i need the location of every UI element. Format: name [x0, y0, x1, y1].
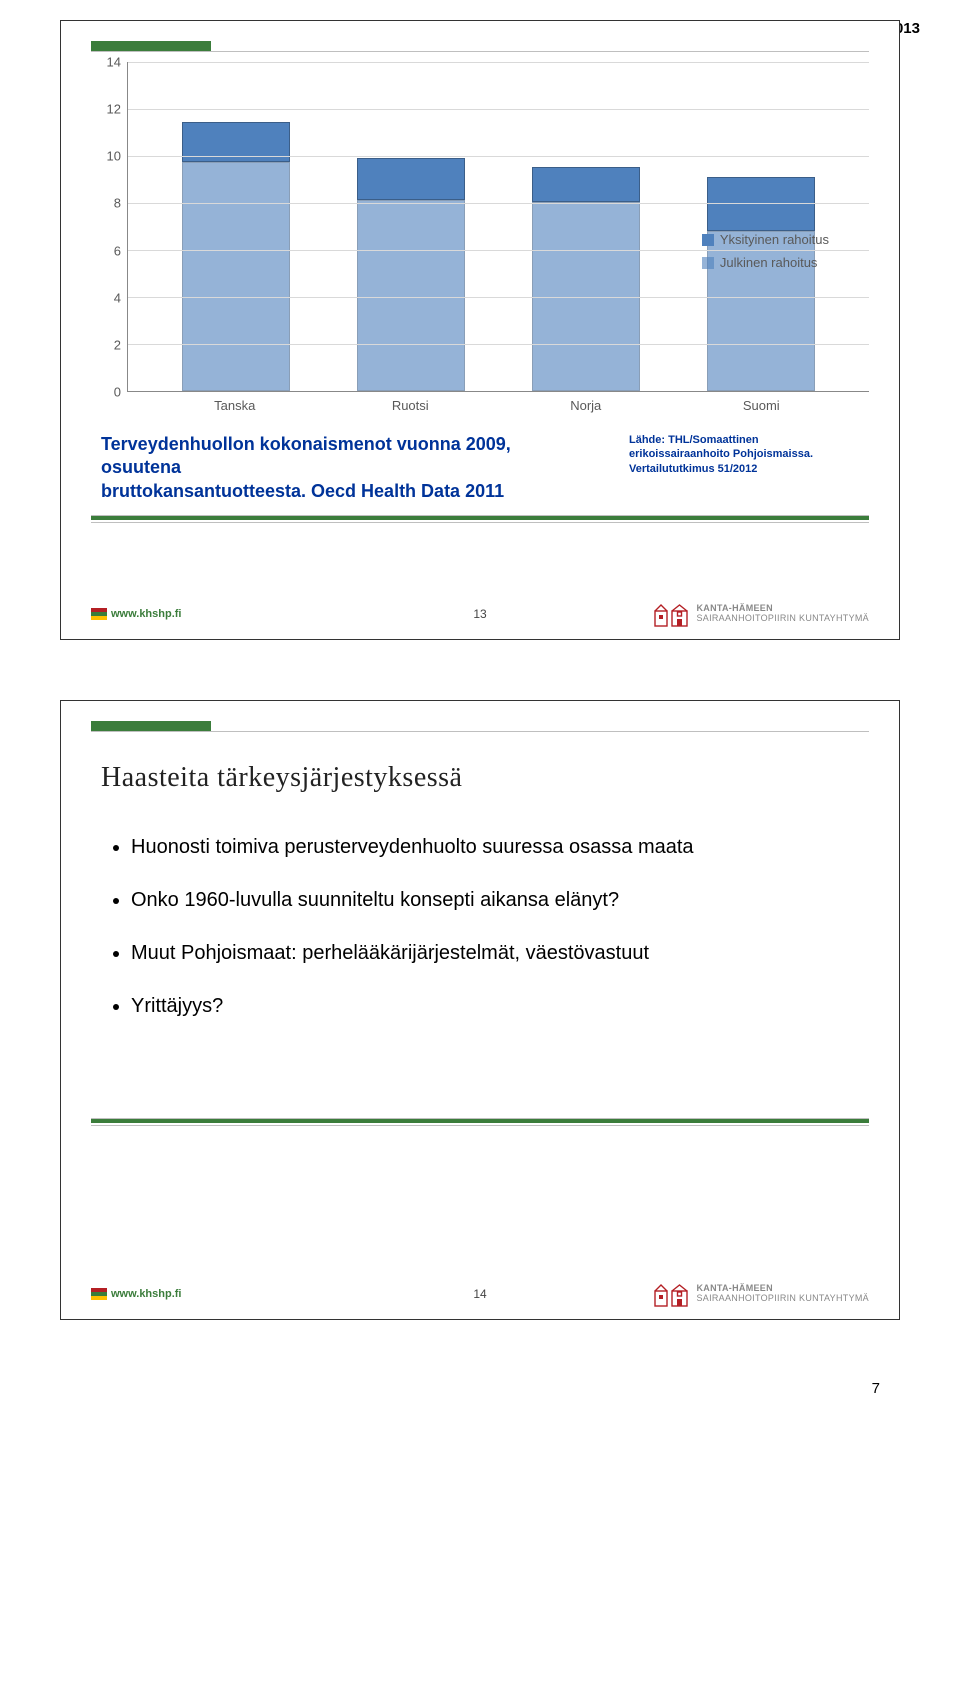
gridline	[128, 156, 869, 157]
org-line: KANTA-HÄMEEN	[696, 1283, 772, 1293]
org-line: KANTA-HÄMEEN	[696, 603, 772, 613]
slide-2: Haasteita tärkeysjärjestyksessä Huonosti…	[60, 700, 900, 1320]
slide-number: 14	[473, 1287, 486, 1301]
caption-line: Terveydenhuollon kokonaismenot vuonna 20…	[101, 434, 511, 477]
chart-caption-left: Terveydenhuollon kokonaismenot vuonna 20…	[101, 433, 589, 503]
bar	[532, 167, 640, 391]
x-tick-label: Norja	[498, 398, 674, 413]
bar	[357, 158, 465, 391]
gridline	[128, 203, 869, 204]
footer-right: KANTA-HÄMEEN SAIRAANHOITOPIIRIN KUNTAYHT…	[654, 601, 869, 627]
footer-left: www.khshp.fi	[91, 608, 182, 620]
legend-swatch	[702, 257, 714, 269]
y-axis: 02468101214	[91, 62, 127, 392]
hospital-logo-icon	[654, 1281, 688, 1307]
page-number: 7	[60, 1380, 900, 1397]
bar	[707, 177, 815, 391]
bar-column	[509, 167, 663, 391]
bar-segment-bottom	[357, 200, 465, 391]
bar-column	[684, 177, 838, 391]
flag-icon	[91, 1288, 107, 1300]
x-axis: TanskaRuotsiNorjaSuomi	[91, 392, 869, 413]
gridline	[128, 344, 869, 345]
slide-number: 13	[473, 607, 486, 621]
source-line: erikoissairaanhoito Pohjoismaissa.	[629, 448, 813, 460]
y-tick-label: 2	[114, 337, 121, 352]
rule-green	[91, 516, 869, 520]
legend-swatch	[702, 234, 714, 246]
bar-segment-top	[357, 158, 465, 200]
bar-segment-bottom	[182, 162, 290, 391]
y-tick-label: 6	[114, 243, 121, 258]
org-line: SAIRAANHOITOPIIRIN KUNTAYHTYMÄ	[696, 1293, 869, 1303]
x-tick-label: Suomi	[674, 398, 850, 413]
gridline	[128, 62, 869, 63]
footer-left: www.khshp.fi	[91, 1288, 182, 1300]
chart-legend: Yksityinen rahoitus Julkinen rahoitus	[702, 232, 829, 278]
slide-title: Haasteita tärkeysjärjestyksessä	[101, 762, 869, 794]
title-green-bar	[91, 721, 211, 731]
title-green-bar	[91, 41, 211, 51]
footer-right: KANTA-HÄMEEN SAIRAANHOITOPIIRIN KUNTAYHT…	[654, 1281, 869, 1307]
y-tick-label: 4	[114, 290, 121, 305]
gridline	[128, 109, 869, 110]
chart-caption-right: Lähde: THL/Somaattinen erikoissairaanhoi…	[629, 433, 859, 476]
bars-row	[128, 62, 869, 391]
bullet-item: Yrittäjyys?	[131, 993, 869, 1020]
org-name: KANTA-HÄMEEN SAIRAANHOITOPIIRIN KUNTAYHT…	[696, 604, 869, 624]
y-tick-label: 12	[107, 102, 121, 117]
source-line: Vertailututkimus 51/2012	[629, 463, 757, 475]
source-line: Lähde: THL/Somaattinen	[629, 434, 759, 446]
bullet-list: Huonosti toimiva perusterveydenhuolto su…	[91, 834, 869, 1020]
legend-label: Julkinen rahoitus	[720, 255, 818, 270]
bar	[182, 122, 290, 391]
caption-line: bruttokansantuotteesta. Oecd Health Data…	[101, 481, 504, 501]
bullet-item: Muut Pohjoismaat: perhelääkärijärjestelm…	[131, 940, 869, 967]
legend-label: Yksityinen rahoitus	[720, 232, 829, 247]
x-tick-label: Ruotsi	[323, 398, 499, 413]
org-name: KANTA-HÄMEEN SAIRAANHOITOPIIRIN KUNTAYHT…	[696, 1284, 869, 1304]
bar-column	[159, 122, 313, 391]
y-tick-label: 10	[107, 149, 121, 164]
footer-url: www.khshp.fi	[111, 608, 182, 620]
org-line: SAIRAANHOITOPIIRIN KUNTAYHTYMÄ	[696, 613, 869, 623]
x-tick-label: Tanska	[147, 398, 323, 413]
footer-url: www.khshp.fi	[111, 1288, 182, 1300]
plot-area	[127, 62, 869, 392]
flag-icon	[91, 608, 107, 620]
bar-column	[334, 158, 488, 391]
slide-1: 0 2 4 6 8 10 12 14 TanskaRuotsiNorjaSuomi Yksit…	[60, 20, 900, 640]
rule	[91, 1125, 869, 1126]
legend-item: Yksityinen rahoitus	[702, 232, 829, 247]
legend-item: Julkinen rahoitus	[702, 255, 829, 270]
y-tick-label: 0	[114, 385, 121, 400]
chart-area: 02468101214	[91, 62, 869, 392]
y-tick-label: 14	[107, 55, 121, 70]
gridline	[128, 297, 869, 298]
rule	[91, 731, 869, 732]
rule	[91, 522, 869, 523]
bar-segment-top	[532, 167, 640, 202]
bullet-item: Onko 1960-luvulla suunniteltu konsepti a…	[131, 887, 869, 914]
rule-green	[91, 1119, 869, 1123]
hospital-logo-icon	[654, 601, 688, 627]
y-tick-label: 8	[114, 196, 121, 211]
bullet-item: Huonosti toimiva perusterveydenhuolto su…	[131, 834, 869, 861]
rule	[91, 51, 869, 52]
